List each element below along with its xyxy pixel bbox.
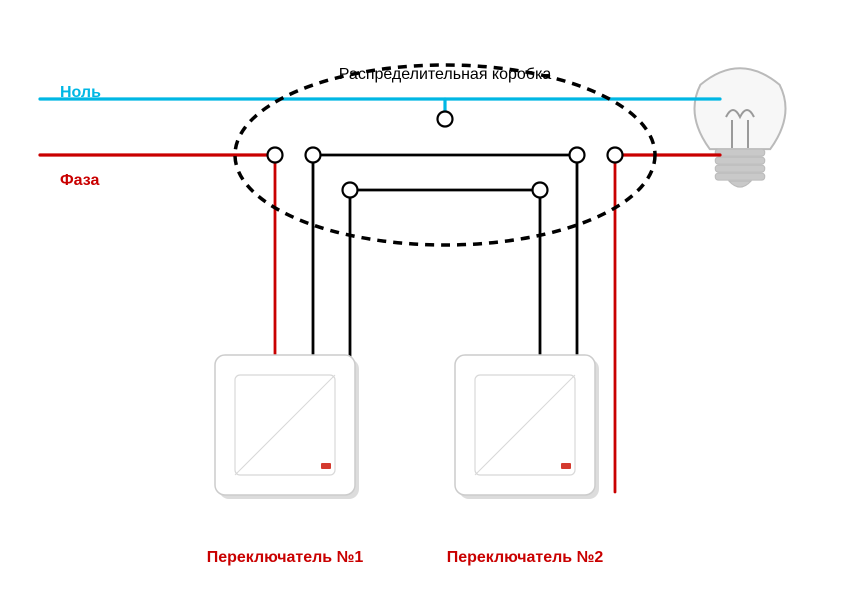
label-neutral: Ноль xyxy=(60,84,101,102)
label-switch-2: Переключатель №2 xyxy=(447,549,604,567)
switch-1-icon xyxy=(215,355,359,499)
label-phase: Фаза xyxy=(60,172,99,190)
label-junction-box: Распределительная коробка xyxy=(339,66,551,84)
switch-2-icon xyxy=(455,355,599,499)
light-bulb-icon xyxy=(694,68,785,187)
label-switch-1: Переключатель №1 xyxy=(207,549,364,567)
